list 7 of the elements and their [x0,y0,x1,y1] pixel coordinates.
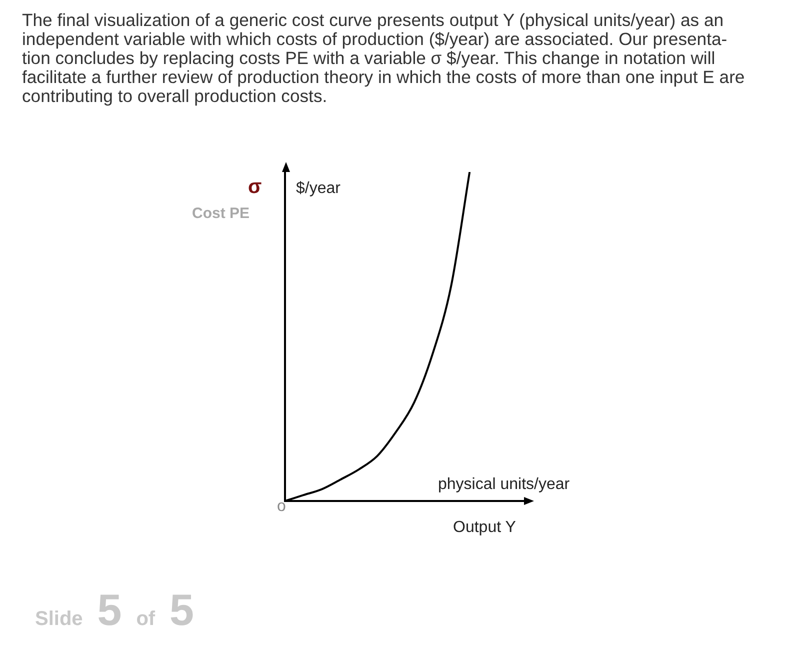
x-axis-title: Output Y [453,519,516,537]
annotation: o [277,498,286,516]
chart-title: The final visualization of a generic cost curve presents output Y (physical units/year) as an independent variable with which costs of production ($/year) are associated. Our presenta-tion concludes by replacing costs PE with a variable σ $/year. This change in notation will facilitate a further review of production theory in which the costs of more than one input E are contributing to overall production costs. [22,10,746,106]
y-axis-title: $/year [296,180,340,198]
annotation: physical units/year [438,476,570,494]
text: σ [248,176,262,199]
text: Cost PE [192,205,250,222]
